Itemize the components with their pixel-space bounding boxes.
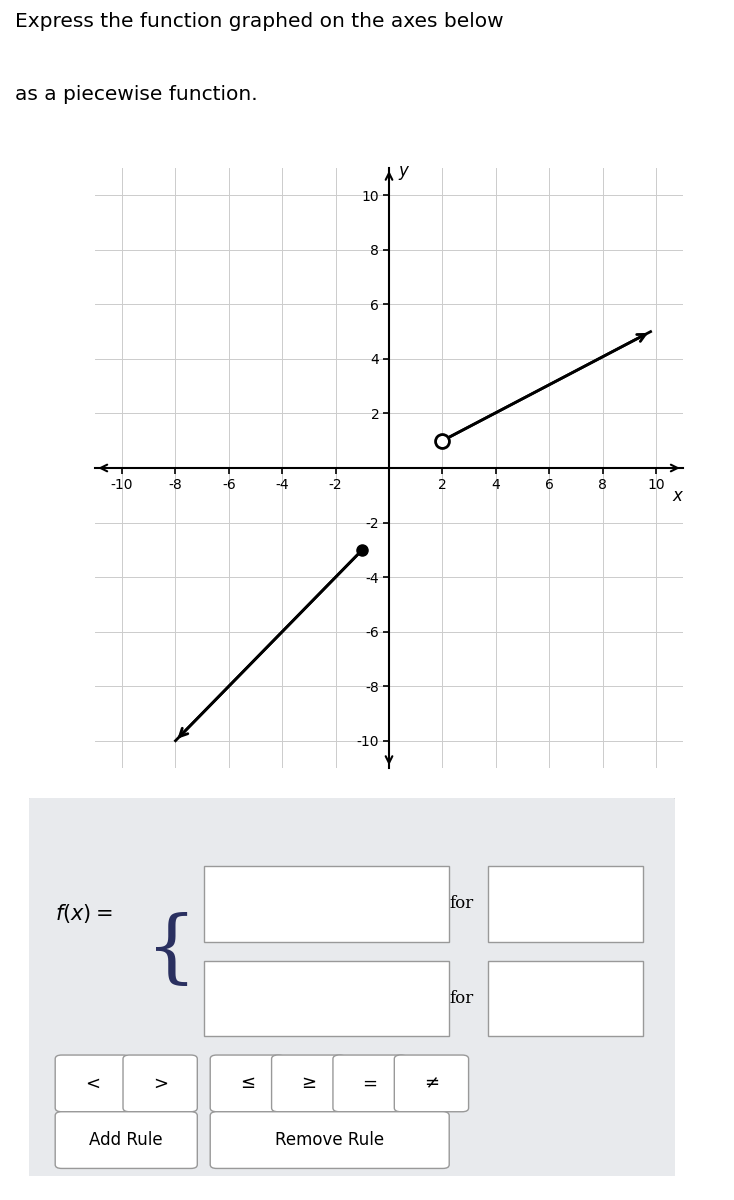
FancyBboxPatch shape <box>26 797 677 1178</box>
Text: >: > <box>153 1074 167 1092</box>
Text: ≥: ≥ <box>301 1074 316 1092</box>
FancyBboxPatch shape <box>55 1055 129 1111</box>
FancyBboxPatch shape <box>272 1055 346 1111</box>
Text: $f(x) =$: $f(x) =$ <box>55 901 112 925</box>
Text: ≠: ≠ <box>424 1074 439 1092</box>
Text: =: = <box>363 1074 377 1092</box>
FancyBboxPatch shape <box>210 1111 449 1169</box>
Text: <: < <box>85 1074 100 1092</box>
Text: y: y <box>399 162 408 180</box>
Text: Add Rule: Add Rule <box>90 1132 163 1150</box>
Text: {: { <box>146 912 197 990</box>
Text: as a piecewise function.: as a piecewise function. <box>15 84 258 103</box>
FancyBboxPatch shape <box>204 960 449 1036</box>
Text: x: x <box>672 487 682 505</box>
Text: ≤: ≤ <box>240 1074 255 1092</box>
Text: Remove Rule: Remove Rule <box>275 1132 385 1150</box>
FancyBboxPatch shape <box>333 1055 407 1111</box>
FancyBboxPatch shape <box>394 1055 468 1111</box>
FancyBboxPatch shape <box>123 1055 197 1111</box>
Text: for: for <box>449 990 473 1007</box>
Text: Express the function graphed on the axes below: Express the function graphed on the axes… <box>15 12 504 31</box>
FancyBboxPatch shape <box>55 1111 197 1169</box>
Text: for: for <box>449 895 473 912</box>
FancyBboxPatch shape <box>210 1055 285 1111</box>
FancyBboxPatch shape <box>204 866 449 942</box>
FancyBboxPatch shape <box>488 960 643 1036</box>
FancyBboxPatch shape <box>488 866 643 942</box>
